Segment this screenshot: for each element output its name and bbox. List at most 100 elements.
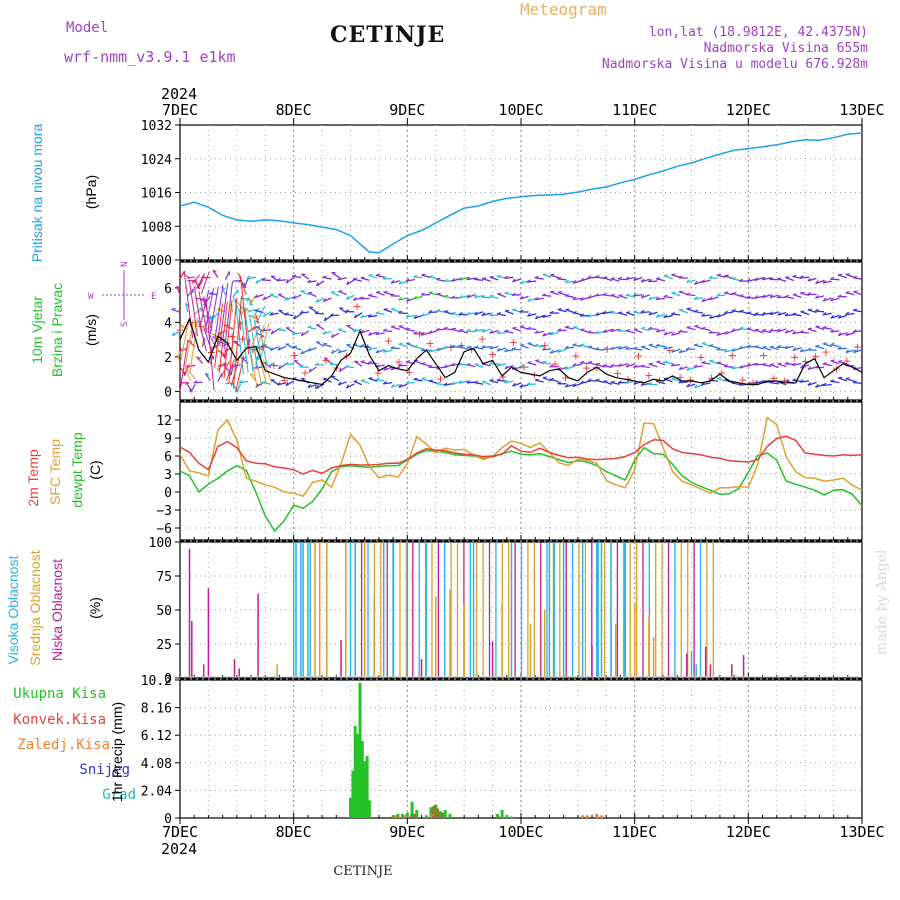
wind-gust-marker: +: [738, 374, 747, 387]
wind-arrow: [428, 348, 438, 353]
wind-arrow: [436, 293, 446, 298]
wind-arrowhead: [278, 365, 281, 370]
wind-streak: [240, 275, 250, 355]
wind-arrow: [602, 294, 612, 297]
wind-arrowhead: [504, 291, 509, 294]
wind-arrow: [587, 313, 597, 318]
wind-arrowhead: [580, 277, 584, 282]
wind-arrow: [368, 315, 378, 318]
wind-gust-marker: +: [478, 333, 487, 346]
wind-arrowhead: [595, 378, 600, 381]
wind-arrow: [701, 327, 711, 332]
precip-panel: 0 2.04 4.08 6.12 8.16 10.2: [141, 674, 863, 827]
wind-arrowhead: [853, 349, 857, 354]
wind-arrow: [201, 276, 211, 279]
wind-arrowhead: [413, 344, 418, 348]
wind-arrow: [307, 292, 317, 298]
wind-arrow: [625, 311, 635, 317]
wind-arrowhead: [807, 292, 812, 295]
wind-arrow: [443, 280, 453, 283]
wind-arrowhead: [845, 291, 850, 294]
wind-speed-line: [179, 317, 863, 386]
wind-arrow: [671, 313, 681, 316]
wind-arrow: [459, 346, 469, 350]
wind-arrowhead: [595, 347, 600, 350]
wind-arrowhead: [678, 366, 683, 370]
wind-arrow: [663, 275, 673, 280]
wind-arrowhead: [489, 361, 493, 365]
wind-arrowhead: [565, 366, 569, 370]
wind-arrow: [739, 295, 749, 299]
wind-arrow: [225, 367, 233, 375]
precip-legend-item: Grad: [102, 787, 136, 803]
wind-arrowhead: [261, 277, 266, 281]
wind-arrow: [474, 363, 484, 369]
wind-arrow: [800, 364, 810, 369]
wind-arrow: [428, 292, 438, 296]
wind-arrowhead: [489, 275, 494, 278]
wind-arrowhead: [830, 276, 835, 280]
elevation-text: Nadmorska Visina 655m: [703, 41, 868, 56]
wind-arrow: [269, 364, 279, 367]
wind-arrowhead: [769, 294, 774, 298]
wind-arrow: [527, 361, 537, 366]
top-date-label: 9DEC: [389, 101, 425, 119]
wind-arrow: [337, 349, 347, 354]
wind-arrow: [481, 277, 491, 282]
pressure-ytick-label: 1016: [141, 187, 172, 202]
wind-arrow: [204, 372, 211, 382]
wind-arrow: [762, 277, 772, 281]
wind-arrowhead: [792, 312, 797, 315]
wind-arrow: [190, 383, 196, 393]
wind-gust-marker: +: [780, 374, 789, 387]
wind-arrowhead: [822, 362, 827, 365]
wind-arrowhead: [633, 277, 637, 281]
wind-arrowhead: [739, 278, 744, 282]
wind-arrow: [777, 381, 787, 386]
wind-arrowhead: [383, 366, 387, 371]
wind-arrowhead: [203, 337, 206, 342]
wind-arrow: [519, 344, 529, 349]
wind-arrowhead: [777, 362, 782, 365]
top-year-label: 2024: [161, 85, 197, 103]
wind-arrow: [792, 313, 802, 317]
wind-arrowhead: [390, 293, 395, 297]
wind-arrow: [777, 278, 787, 282]
wind-arrow: [405, 381, 415, 385]
wind-arrowhead: [360, 329, 364, 334]
wind-arrowhead: [800, 291, 805, 294]
wind-arrow: [694, 280, 704, 285]
wind-arrow: [830, 297, 840, 302]
wind-streak: [214, 303, 224, 368]
wind-streak: [244, 309, 254, 371]
temperature-ytick-label: 12: [156, 414, 172, 429]
wind-arrow: [792, 346, 802, 352]
wind-arrowhead: [405, 380, 410, 384]
wind-arrow: [353, 296, 363, 302]
wind-arrowhead: [246, 275, 251, 279]
wind-arrowhead: [739, 345, 743, 350]
wind-arrowhead: [823, 342, 828, 345]
wind-arrowhead: [519, 364, 524, 368]
wind-arrow: [489, 329, 499, 334]
wind-arrow: [504, 380, 514, 384]
wind-arrowhead: [178, 348, 183, 352]
wind-arrowhead: [443, 345, 448, 349]
wind-arrow: [845, 377, 855, 382]
wind-arrow: [360, 329, 370, 334]
wind-arrowhead: [632, 293, 637, 297]
wind-arrow: [845, 313, 855, 316]
wind-arrow: [270, 379, 279, 386]
wind-arrowhead: [330, 349, 334, 354]
wind-arrowhead: [292, 331, 296, 335]
wind-arrowhead: [496, 312, 502, 315]
wind-arrowhead: [595, 330, 599, 334]
wind-arrow: [731, 366, 741, 370]
wind-arrowhead: [511, 346, 516, 350]
wind-arrow: [610, 294, 620, 299]
wind-arrowhead: [603, 329, 607, 333]
wind-arrow: [292, 332, 302, 336]
wind-arrow: [838, 274, 847, 279]
wind-arrowhead: [489, 312, 493, 316]
